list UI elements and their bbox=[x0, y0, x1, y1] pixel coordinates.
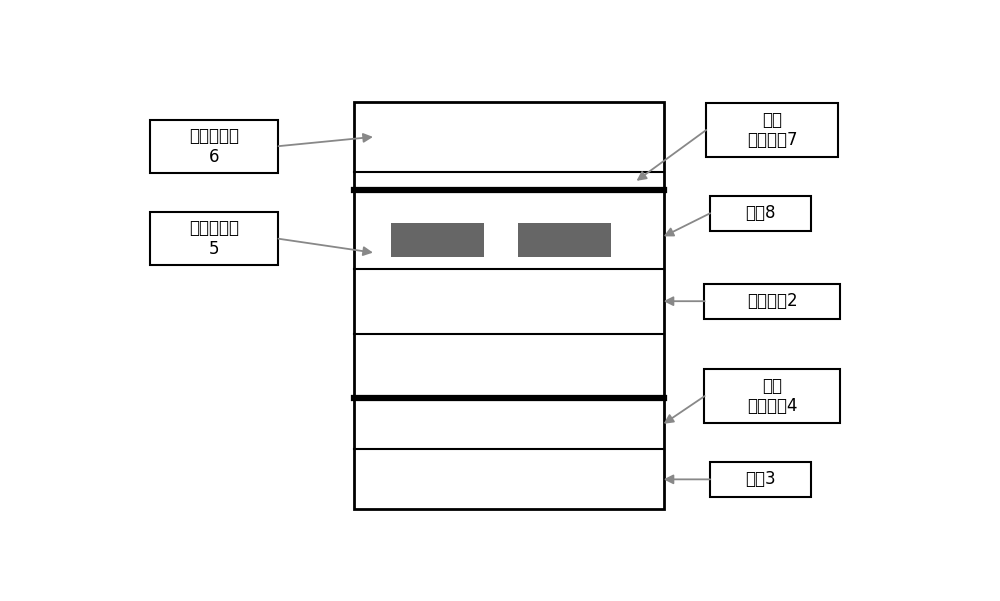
Text: 顶部
高声速层7: 顶部 高声速层7 bbox=[747, 111, 797, 150]
Text: 压电薄膜2: 压电薄膜2 bbox=[747, 292, 797, 310]
Bar bbox=[706, 103, 838, 157]
Text: 衬底3: 衬底3 bbox=[745, 471, 776, 489]
Bar bbox=[354, 102, 664, 510]
Bar bbox=[710, 462, 811, 496]
Bar bbox=[391, 222, 484, 257]
Bar bbox=[710, 196, 811, 231]
Bar bbox=[704, 284, 840, 319]
Bar bbox=[150, 212, 278, 265]
Bar bbox=[150, 120, 278, 172]
Text: 电极8: 电极8 bbox=[745, 204, 776, 222]
Bar bbox=[518, 222, 611, 257]
Text: 底部氧化层
5: 底部氧化层 5 bbox=[189, 219, 239, 258]
Text: 顶部氧化层
6: 顶部氧化层 6 bbox=[189, 127, 239, 165]
Text: 底部
高声速层4: 底部 高声速层4 bbox=[747, 377, 797, 415]
Bar bbox=[704, 370, 840, 423]
